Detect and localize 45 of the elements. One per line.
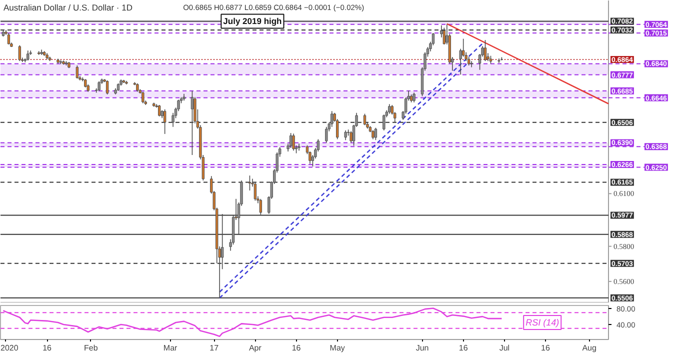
x-tick-label: Jun bbox=[416, 344, 429, 352]
candlestick bbox=[372, 130, 374, 140]
candlestick bbox=[412, 92, 416, 103]
candlestick bbox=[388, 104, 391, 114]
annotation: July 2019 high bbox=[223, 16, 282, 26]
x-tick-label: Mar bbox=[163, 344, 178, 352]
candlestick bbox=[374, 127, 378, 140]
candlestick bbox=[462, 38, 465, 58]
candlestick bbox=[298, 143, 300, 152]
x-tick-label: Feb bbox=[84, 344, 98, 352]
x-tick-label: 16 bbox=[292, 344, 302, 352]
x-tick-label: Jul bbox=[499, 344, 510, 352]
candlestick bbox=[259, 198, 262, 216]
candlestick bbox=[26, 50, 30, 61]
x-tick-label: Aug bbox=[582, 344, 596, 352]
text: RSI (14) bbox=[526, 318, 560, 328]
candlestick bbox=[470, 60, 473, 68]
candlestick bbox=[248, 175, 252, 191]
candlestick bbox=[106, 80, 109, 95]
x-tick-label: 2020 bbox=[0, 344, 19, 352]
candlestick bbox=[363, 113, 366, 126]
candlestick bbox=[158, 104, 161, 117]
x-tick-label: 16 bbox=[541, 344, 551, 352]
candlestick bbox=[344, 130, 347, 140]
candlestick bbox=[190, 90, 194, 156]
candlestick bbox=[330, 110, 334, 128]
candlestick bbox=[18, 44, 22, 62]
chart-title: Australian Dollar / U.S. Dollar · 1D bbox=[4, 2, 132, 12]
candlestick bbox=[254, 182, 257, 202]
candlestick bbox=[142, 91, 144, 104]
candlestick bbox=[7, 32, 10, 45]
candlestick bbox=[442, 27, 446, 45]
candlestick bbox=[325, 126, 328, 144]
candlestick bbox=[289, 132, 292, 148]
x-tick-label: 17 bbox=[210, 344, 220, 352]
x-tick-label: May bbox=[330, 344, 345, 352]
x-tick-label: 16 bbox=[458, 344, 468, 352]
x-tick-label: Apr bbox=[248, 344, 262, 352]
candlestick bbox=[484, 40, 487, 62]
candlestick bbox=[292, 133, 295, 152]
x-tick-label: 16 bbox=[42, 344, 52, 352]
candlestick bbox=[163, 108, 166, 134]
candlestick bbox=[76, 65, 79, 80]
candlestick bbox=[98, 80, 100, 92]
candlestick bbox=[382, 114, 386, 131]
